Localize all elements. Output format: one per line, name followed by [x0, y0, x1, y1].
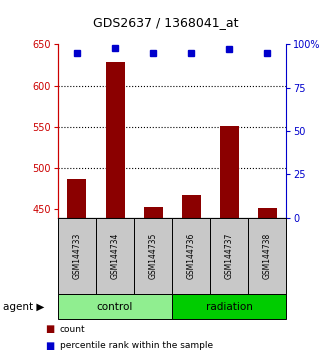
Text: GSM144735: GSM144735 [149, 233, 158, 279]
Text: count: count [60, 325, 85, 334]
Text: ■: ■ [45, 341, 54, 351]
Text: GSM144733: GSM144733 [72, 233, 81, 279]
Bar [144, 207, 163, 218]
Bar [220, 126, 239, 218]
Text: GSM144737: GSM144737 [225, 233, 234, 279]
Text: GSM144736: GSM144736 [187, 233, 196, 279]
Bar [106, 62, 124, 218]
Text: agent ▶: agent ▶ [3, 302, 45, 312]
Bar [258, 208, 277, 218]
Text: GSM144738: GSM144738 [263, 233, 272, 279]
Text: radiation: radiation [206, 302, 253, 312]
Text: percentile rank within the sample: percentile rank within the sample [60, 341, 213, 350]
Text: GDS2637 / 1368041_at: GDS2637 / 1368041_at [93, 16, 238, 29]
Bar [182, 195, 201, 218]
Bar [68, 179, 86, 218]
Text: GSM144734: GSM144734 [111, 233, 119, 279]
Text: ■: ■ [45, 324, 54, 334]
Text: control: control [97, 302, 133, 312]
